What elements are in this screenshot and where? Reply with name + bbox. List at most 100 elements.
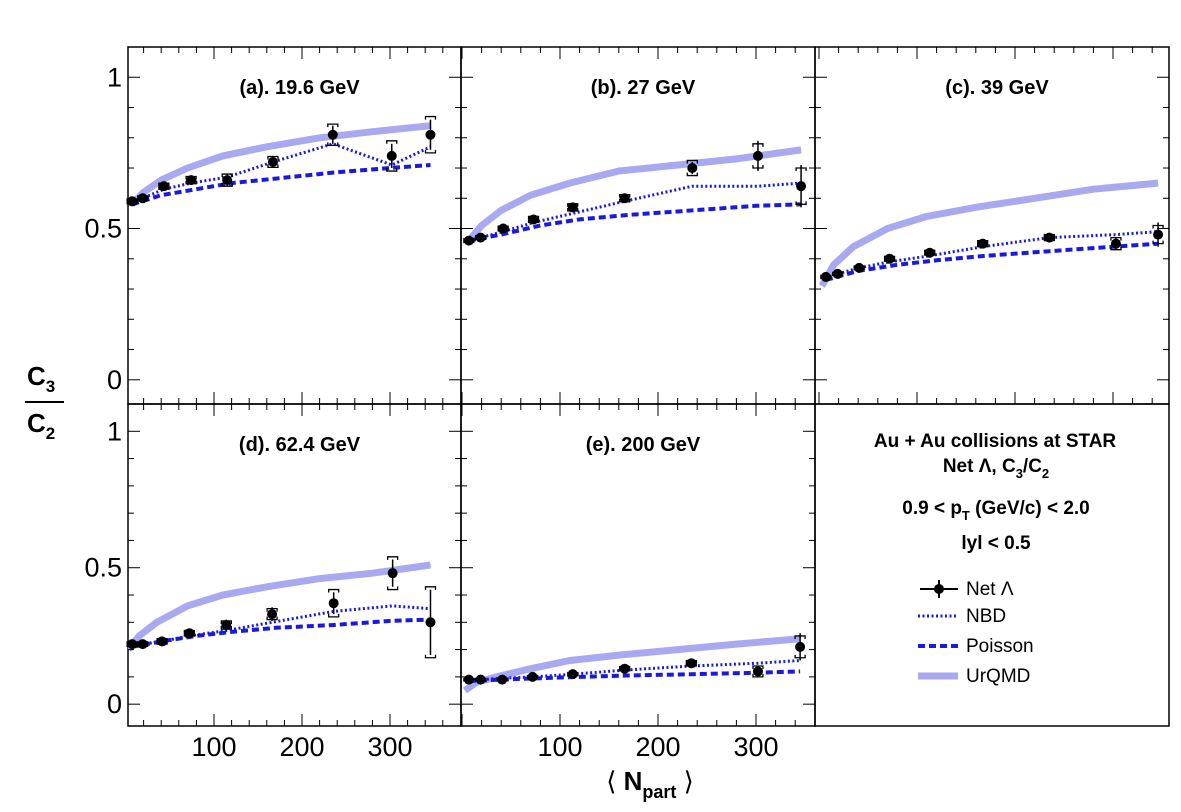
panel-d-data-point-8 xyxy=(424,586,437,659)
panel-e-data-point-8 xyxy=(794,633,806,661)
panel-e-data-point-7 xyxy=(752,665,764,678)
panel-b-marker-3 xyxy=(528,214,539,225)
y-title-num-main: C xyxy=(27,361,46,391)
panel-b-data-point-2 xyxy=(497,223,509,234)
panel-d-sys-bracket-5 xyxy=(266,608,278,621)
panel-frames xyxy=(127,46,1170,727)
panel-a-data-point-3 xyxy=(185,175,197,186)
panel-b-data-point-7 xyxy=(752,140,764,172)
panel-c-data-point-5 xyxy=(977,238,989,249)
panel-c-data-point-0 xyxy=(820,271,832,282)
panel-e-title: (e). 200 GeV xyxy=(586,434,701,456)
panel-c-marker-4 xyxy=(924,247,935,258)
panel-a-sys-bracket-7 xyxy=(386,140,398,172)
y-title-den-sub: 2 xyxy=(46,424,55,443)
panel-e-marker-5 xyxy=(619,663,630,674)
panel-d-marker-4 xyxy=(221,620,232,631)
panel-e-marker-1 xyxy=(475,674,486,685)
tick-labels: 0 0.5 1 0 0.5 1 100 200 300 100 200 300 xyxy=(84,62,778,762)
panel-b-sys-bracket-6 xyxy=(686,159,698,177)
panel-b-frame xyxy=(460,46,816,405)
legend-label-data: Net Λ xyxy=(966,579,1014,600)
panel-c-marker-3 xyxy=(884,253,895,264)
panel-b-data-point-6 xyxy=(686,159,698,177)
panel-b-data-point-1 xyxy=(474,232,487,243)
panel-c-marker-7 xyxy=(1110,238,1121,249)
x-axis-title: ⟨ Npart ⟩ xyxy=(606,766,694,802)
panel-c-marker-0 xyxy=(820,271,831,282)
panel-a-ytick-label: 0.5 xyxy=(84,214,122,244)
panel-c-marker-2 xyxy=(854,262,865,273)
panel-e-data-point-5 xyxy=(619,663,631,674)
info-line-1: Au + Au collisions at STAR xyxy=(874,431,1117,452)
panel-a-marker-2 xyxy=(158,181,169,192)
y-title-numerator: C3 xyxy=(27,361,55,396)
panel-d-ytick-label: 0 xyxy=(107,689,122,719)
panel-b-marker-8 xyxy=(796,181,807,192)
panel-a-title: (a). 19.6 GeV xyxy=(239,77,360,99)
panel-b-marker-2 xyxy=(498,223,509,234)
panel-b-nbd-line xyxy=(468,181,802,243)
panel-a-data-point-2 xyxy=(158,181,170,192)
panel-c-poisson-line xyxy=(825,241,1159,282)
panel-c-data-point-2 xyxy=(853,262,865,273)
legend-label-nbd: NBD xyxy=(966,606,1006,627)
panel-e-data-point-1 xyxy=(474,674,487,685)
panel-e-data-point-2 xyxy=(496,674,508,685)
panel-e-marker-3 xyxy=(527,671,538,682)
panel-b-data-point-5 xyxy=(619,193,631,204)
info-line-2-main: Net Λ, C xyxy=(943,456,1016,477)
panel-d-series xyxy=(126,556,437,659)
panel-d-data-point-3 xyxy=(183,628,196,639)
legend-label-poisson: Poisson xyxy=(966,636,1034,657)
panel-d-data-point-5 xyxy=(266,607,278,621)
panel-d-sys-bracket-6 xyxy=(328,588,340,618)
panel-c-data-point-1 xyxy=(831,268,844,279)
panel-e-marker-0 xyxy=(463,674,474,685)
panel-a-data-point-1 xyxy=(137,193,149,204)
panel-b-marker-7 xyxy=(752,150,763,161)
series-layer xyxy=(126,115,1164,694)
panel-e-marker-8 xyxy=(795,641,806,652)
panel-e-urqmd-line xyxy=(462,635,801,694)
panel-a-sys-bracket-5 xyxy=(267,155,279,169)
info-box: Au + Au collisions at STAR Net Λ, C3/C2 … xyxy=(874,431,1117,554)
panel-a-ytick-label: 1 xyxy=(107,62,122,92)
panel-e-ticks xyxy=(461,404,815,726)
panel-e-marker-2 xyxy=(497,674,508,685)
x-title-right-bracket: ⟩ xyxy=(684,766,694,796)
panel-e-marker-7 xyxy=(752,666,763,677)
panel-d-sys-bracket-7 xyxy=(386,556,399,591)
panel-e-data-point-0 xyxy=(463,674,475,685)
info-line-4: lyl < 0.5 xyxy=(961,533,1031,554)
x-title-sub: part xyxy=(642,782,676,802)
panel-d-xtick-label: 200 xyxy=(279,732,324,762)
info-line-2-mid: /C xyxy=(1023,456,1042,477)
info-line-3-b: (GeV/c) < 2.0 xyxy=(970,498,1090,519)
tick-layer xyxy=(128,47,1169,726)
panel-b-data-point-8 xyxy=(795,164,807,208)
panel-a-marker-3 xyxy=(186,175,197,186)
panel-d-data-point-1 xyxy=(137,639,149,650)
panel-b-data-point-0 xyxy=(463,235,475,246)
panel-e-xtick-label: 200 xyxy=(635,732,680,762)
panel-d-xtick-label: 300 xyxy=(367,732,412,762)
x-title-space-2 xyxy=(676,766,683,796)
x-title-left-bracket: ⟨ xyxy=(606,766,616,796)
panel-a-ytick-label: 0 xyxy=(107,365,122,395)
panel-a-frame xyxy=(127,46,462,405)
panel-a-data-point-8 xyxy=(424,115,437,154)
panel-a-data-point-6 xyxy=(327,123,339,146)
panel-d-marker-8 xyxy=(425,617,436,628)
panel-c-data-point-8 xyxy=(1152,222,1164,247)
y-title-den-main: C xyxy=(27,408,46,438)
panel-b-data-point-4 xyxy=(567,202,579,213)
panel-d-data-point-4 xyxy=(220,619,232,631)
panel-b-ticks xyxy=(461,47,815,404)
panel-d-marker-7 xyxy=(387,568,398,579)
panel-d-marker-1 xyxy=(137,639,148,650)
panel-b-marker-5 xyxy=(619,193,630,204)
panel-titles: (a). 19.6 GeV (b). 27 GeV (c). 39 GeV (d). … xyxy=(239,77,1049,456)
panel-d-data-point-0 xyxy=(126,639,138,650)
panel-c-ticks xyxy=(815,47,1169,404)
